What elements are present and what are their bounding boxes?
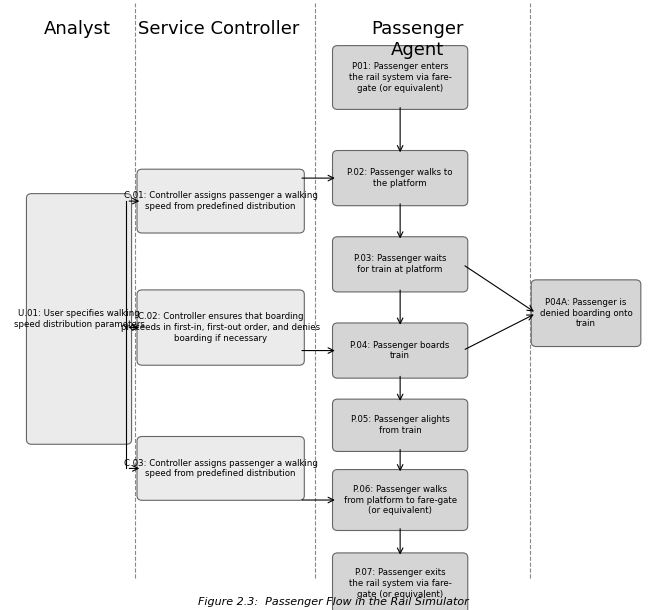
FancyBboxPatch shape xyxy=(27,193,131,444)
Text: C.02: Controller ensures that boarding
proceeds in first-in, first-out order, an: C.02: Controller ensures that boarding p… xyxy=(121,312,320,343)
Text: C.01: Controller assigns passenger a walking
speed from predefined distribution: C.01: Controller assigns passenger a wal… xyxy=(123,191,317,211)
FancyBboxPatch shape xyxy=(333,399,468,451)
FancyBboxPatch shape xyxy=(333,237,468,292)
Text: P.04: Passenger boards
train: P.04: Passenger boards train xyxy=(350,341,450,361)
Text: U.01: User specifies walking
speed distribution parameters: U.01: User specifies walking speed distr… xyxy=(13,309,145,329)
FancyBboxPatch shape xyxy=(137,169,304,233)
Text: P.06: Passenger walks
from platform to fare-gate
(or equivalent): P.06: Passenger walks from platform to f… xyxy=(344,485,457,515)
FancyBboxPatch shape xyxy=(531,280,641,346)
FancyBboxPatch shape xyxy=(333,553,468,610)
FancyBboxPatch shape xyxy=(333,470,468,531)
Text: C.03: Controller assigns passenger a walking
speed from predefined distribution: C.03: Controller assigns passenger a wal… xyxy=(123,459,317,478)
Text: P.05: Passenger alights
from train: P.05: Passenger alights from train xyxy=(351,415,450,435)
FancyBboxPatch shape xyxy=(333,151,468,206)
FancyBboxPatch shape xyxy=(333,323,468,378)
Text: Analyst: Analyst xyxy=(44,20,111,38)
Text: P04A: Passenger is
denied boarding onto
train: P04A: Passenger is denied boarding onto … xyxy=(540,298,632,328)
Text: Service Controller: Service Controller xyxy=(138,20,299,38)
Text: P01: Passenger enters
the rail system via fare-
gate (or equivalent): P01: Passenger enters the rail system vi… xyxy=(349,62,452,93)
Text: P.02: Passenger walks to
the platform: P.02: Passenger walks to the platform xyxy=(348,168,453,188)
Text: Figure 2.3:  Passenger Flow in the Rail Simulator: Figure 2.3: Passenger Flow in the Rail S… xyxy=(198,597,469,607)
FancyBboxPatch shape xyxy=(137,290,304,365)
FancyBboxPatch shape xyxy=(137,437,304,500)
Text: Passenger
Agent: Passenger Agent xyxy=(372,20,464,59)
Text: P.03: Passenger waits
for train at platform: P.03: Passenger waits for train at platf… xyxy=(354,254,446,274)
FancyBboxPatch shape xyxy=(333,46,468,109)
Text: P.07: Passenger exits
the rail system via fare-
gate (or equivalent): P.07: Passenger exits the rail system vi… xyxy=(349,568,452,598)
